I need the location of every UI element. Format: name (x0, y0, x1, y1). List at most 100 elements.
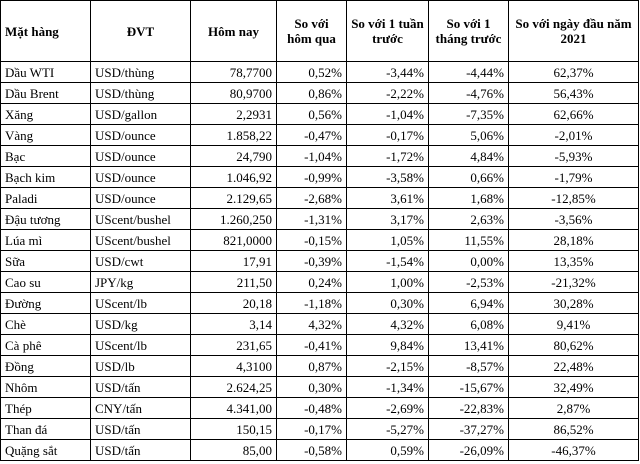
vs-month-cell: -2,53% (428, 271, 509, 293)
vs-month-cell: 0,00% (428, 250, 509, 272)
vs-month-cell: 2,63% (428, 208, 509, 230)
vs-yesterday-cell: -0,41% (276, 334, 347, 356)
vs-year-start-cell: 32,49% (508, 376, 639, 398)
today-price-cell: 2.129,65 (190, 187, 277, 209)
vs-week-cell: -1,04% (346, 103, 429, 125)
vs-week-cell: -3,44% (346, 61, 429, 83)
vs-month-cell: 0,66% (428, 166, 509, 188)
vs-month-cell: -26,09% (428, 439, 509, 461)
table-row: Bạch kim USD/ounce 1.046,92 -0,99% -3,58% 0,6… (0, 166, 639, 188)
vs-yesterday-cell: -0,48% (276, 397, 347, 419)
today-price-cell: 85,00 (190, 439, 277, 461)
vs-yesterday-cell: -0,39% (276, 250, 347, 272)
vs-year-start-cell: 62,66% (508, 103, 639, 125)
vs-year-start-cell: 28,18% (508, 229, 639, 251)
vs-year-start-cell: -5,93% (508, 145, 639, 167)
vs-year-start-cell: -1,79% (508, 166, 639, 188)
today-price-cell: 821,0000 (190, 229, 277, 251)
commodity-name-cell: Chè (0, 313, 91, 335)
table-row: Vàng USD/ounce 1.858,22 -0,47% -0,17% 5,06% -2… (0, 124, 639, 146)
commodity-name-cell: Dầu Brent (0, 82, 91, 104)
commodity-name-cell: Đậu tương (0, 208, 91, 230)
commodity-name-cell: Lúa mì (0, 229, 91, 251)
today-price-cell: 150,15 (190, 418, 277, 440)
unit-cell: USD/ounce (90, 166, 191, 188)
unit-cell: USD/tấn (90, 376, 191, 398)
vs-month-cell: -37,27% (428, 418, 509, 440)
vs-month-cell: 4,84% (428, 145, 509, 167)
vs-year-start-cell: 2,87% (508, 397, 639, 419)
today-price-cell: 78,7700 (190, 61, 277, 83)
table-row: Đồng USD/lb 4,3100 0,87% -2,15% -8,57% 22,48% (0, 355, 639, 377)
vs-yesterday-cell: -1,18% (276, 292, 347, 314)
vs-week-cell: -0,17% (346, 124, 429, 146)
header-unit: ĐVT (90, 0, 191, 62)
commodity-name-cell: Paladi (0, 187, 91, 209)
unit-cell: USD/tấn (90, 439, 191, 461)
today-price-cell: 4,3100 (190, 355, 277, 377)
table-row: Cao su JPY/kg 211,50 0,24% 1,00% -2,53% -21,32… (0, 271, 639, 293)
table-row: Paladi USD/ounce 2.129,65 -2,68% 3,61% 1,68% -… (0, 187, 639, 209)
vs-month-cell: -22,83% (428, 397, 509, 419)
unit-cell: JPY/kg (90, 271, 191, 293)
vs-yesterday-cell: -0,99% (276, 166, 347, 188)
vs-year-start-cell: -12,85% (508, 187, 639, 209)
vs-yesterday-cell: -0,15% (276, 229, 347, 251)
today-price-cell: 2.624,25 (190, 376, 277, 398)
commodity-name-cell: Bạc (0, 145, 91, 167)
unit-cell: UScent/lb (90, 292, 191, 314)
vs-month-cell: -8,57% (428, 355, 509, 377)
vs-week-cell: -2,69% (346, 397, 429, 419)
commodity-name-cell: Bạch kim (0, 166, 91, 188)
vs-year-start-cell: 62,37% (508, 61, 639, 83)
table-row: Xăng USD/gallon 2,2931 0,56% -1,04% -7,35% 62,… (0, 103, 639, 125)
vs-week-cell: -1,72% (346, 145, 429, 167)
today-price-cell: 17,91 (190, 250, 277, 272)
unit-cell: USD/ounce (90, 187, 191, 209)
unit-cell: CNY/tấn (90, 397, 191, 419)
header-commodity: Mặt hàng (0, 0, 91, 62)
vs-week-cell: 1,05% (346, 229, 429, 251)
vs-month-cell: -7,35% (428, 103, 509, 125)
vs-yesterday-cell: 0,86% (276, 82, 347, 104)
vs-year-start-cell: 56,43% (508, 82, 639, 104)
commodity-name-cell: Quặng sắt (0, 439, 91, 461)
today-price-cell: 2,2931 (190, 103, 277, 125)
commodity-name-cell: Đồng (0, 355, 91, 377)
unit-cell: USD/gallon (90, 103, 191, 125)
today-price-cell: 24,790 (190, 145, 277, 167)
vs-week-cell: -5,27% (346, 418, 429, 440)
vs-year-start-cell: -46,37% (508, 439, 639, 461)
vs-week-cell: 3,61% (346, 187, 429, 209)
commodity-name-cell: Cà phê (0, 334, 91, 356)
unit-cell: USD/kg (90, 313, 191, 335)
vs-yesterday-cell: 0,30% (276, 376, 347, 398)
vs-month-cell: 5,06% (428, 124, 509, 146)
table-body: Dầu WTI USD/thùng 78,7700 0,52% -3,44% -4,44%… (0, 61, 639, 461)
table-row: Nhôm USD/tấn 2.624,25 0,30% -1,34% -15,67% 32,… (0, 376, 639, 398)
commodity-name-cell: Đường (0, 292, 91, 314)
unit-cell: USD/ounce (90, 124, 191, 146)
table-row: Than đá USD/tấn 150,15 -0,17% -5,27% -37,27% 8… (0, 418, 639, 440)
vs-week-cell: 4,32% (346, 313, 429, 335)
unit-cell: USD/tấn (90, 418, 191, 440)
vs-year-start-cell: -2,01% (508, 124, 639, 146)
vs-year-start-cell: 22,48% (508, 355, 639, 377)
table-row: Đậu tương UScent/bushel 1.260,250 -1,31% 3,1… (0, 208, 639, 230)
vs-yesterday-cell: -1,04% (276, 145, 347, 167)
today-price-cell: 211,50 (190, 271, 277, 293)
unit-cell: USD/lb (90, 355, 191, 377)
vs-week-cell: -2,15% (346, 355, 429, 377)
today-price-cell: 1.046,92 (190, 166, 277, 188)
vs-week-cell: -2,22% (346, 82, 429, 104)
vs-week-cell: 3,17% (346, 208, 429, 230)
unit-cell: USD/cwt (90, 250, 191, 272)
vs-yesterday-cell: -2,68% (276, 187, 347, 209)
vs-yesterday-cell: 4,32% (276, 313, 347, 335)
vs-week-cell: -3,58% (346, 166, 429, 188)
vs-month-cell: -15,67% (428, 376, 509, 398)
commodity-name-cell: Than đá (0, 418, 91, 440)
table-row: Sữa USD/cwt 17,91 -0,39% -1,54% 0,00% 13,35% (0, 250, 639, 272)
unit-cell: USD/thùng (90, 61, 191, 83)
